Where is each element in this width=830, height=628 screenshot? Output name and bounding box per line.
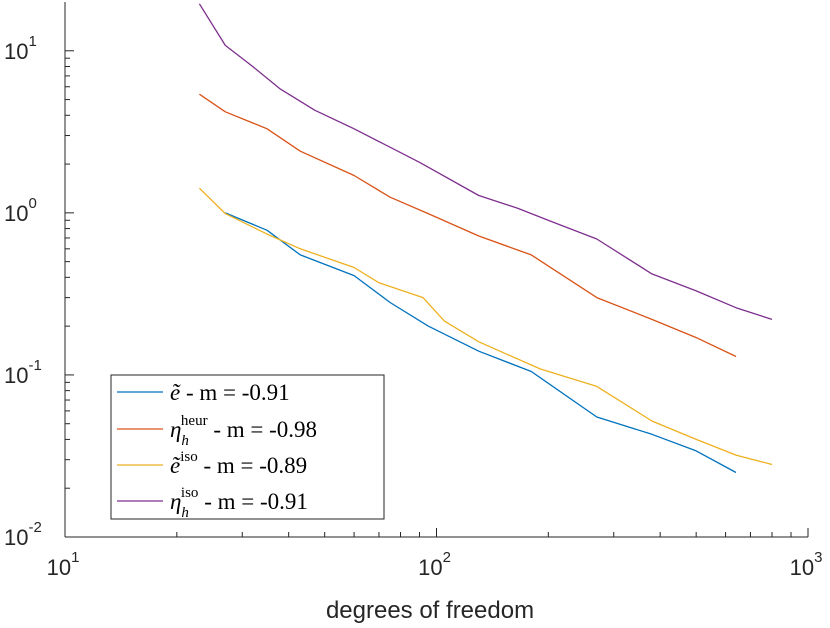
legend-label: - m = -0.91 [198, 489, 307, 514]
y-tick-exponent: -2 [28, 519, 41, 536]
series-line-3 [198, 187, 773, 466]
y-tick-label: 10-2 [4, 519, 42, 550]
legend-entry: ẽiso - m = -0.89 [170, 449, 307, 478]
legend-entry: ηh iso - m = -0.91 [170, 485, 308, 521]
y-tick-base: 10 [4, 39, 28, 64]
y-tick-exponent: -1 [28, 357, 41, 374]
legend-entry: ẽ - m = -0.91 [170, 380, 290, 405]
x-tick-exponent: 1 [71, 549, 79, 566]
legend-superscript: heur [181, 413, 208, 429]
y-tick-base: 10 [4, 363, 28, 388]
legend-entry: ηh heur - m = -0.98 [170, 413, 317, 449]
x-tick-base: 10 [790, 555, 814, 580]
legend-symbol: ẽ [170, 380, 181, 405]
y-tick-label: 100 [4, 195, 37, 226]
x-tick-label: 103 [790, 549, 823, 580]
y-tick-exponent: 1 [28, 33, 36, 50]
series-lines [198, 3, 773, 474]
legend-label: - m = -0.98 [208, 417, 317, 442]
x-axis-label: degrees of freedom [326, 597, 534, 624]
x-tick-exponent: 2 [443, 549, 451, 566]
legend-label: - m = -0.91 [180, 380, 289, 405]
series-line-2 [199, 93, 737, 358]
legend-subscript: h [181, 433, 189, 449]
y-tick-base: 10 [4, 525, 28, 550]
legend-superscript: iso [181, 485, 199, 501]
x-tick-label: 102 [418, 549, 451, 580]
x-tick-label: 101 [47, 549, 80, 580]
legend-symbol: η [170, 417, 181, 442]
y-tick-label: 101 [4, 33, 37, 64]
x-tick-base: 10 [47, 555, 71, 580]
x-axis-ticks: 101 102 103 [47, 528, 823, 580]
series-line-4 [198, 3, 773, 321]
x-tick-exponent: 3 [814, 549, 822, 566]
series-line-1 [225, 212, 737, 474]
y-tick-exponent: 0 [28, 195, 36, 212]
legend-box [110, 374, 385, 520]
legend-subscript: h [181, 505, 189, 521]
x-tick-base: 10 [418, 555, 442, 580]
y-tick-label: 10-1 [4, 357, 42, 388]
legend-superscript: iso [180, 449, 198, 465]
legend-symbol: ẽ [170, 453, 181, 478]
y-tick-base: 10 [4, 201, 28, 226]
legend-symbol: η [170, 489, 181, 514]
legend-label: - m = -0.89 [198, 453, 307, 478]
